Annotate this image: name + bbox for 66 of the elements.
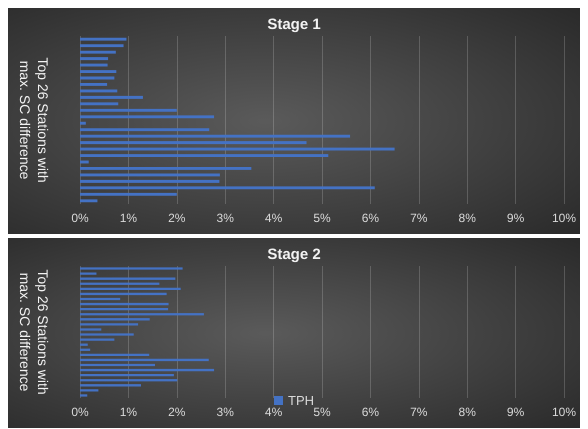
bar	[80, 272, 96, 275]
bar	[80, 278, 176, 280]
bar	[80, 141, 307, 144]
bar	[80, 354, 150, 356]
bar	[80, 318, 150, 320]
bar	[80, 323, 138, 326]
x-tick-label: 6%	[362, 405, 380, 419]
x-tick-label: 7%	[410, 211, 428, 225]
y-axis-title: Top 26 Stations with max. SC difference	[17, 269, 51, 395]
bar	[80, 50, 116, 54]
bar	[80, 96, 143, 99]
bar	[80, 89, 118, 92]
bar	[80, 308, 168, 310]
x-tick-label: 2%	[168, 405, 186, 419]
bar	[80, 384, 141, 386]
bar	[80, 180, 220, 183]
bar	[80, 374, 174, 376]
bar	[80, 173, 220, 176]
x-tick-label: 2%	[168, 211, 186, 225]
x-tick-label: 4%	[264, 211, 283, 225]
bar	[80, 64, 108, 67]
bar	[80, 102, 118, 106]
x-tick-label: 10%	[552, 211, 576, 225]
chart-title: Stage 1	[267, 16, 321, 33]
bar	[80, 167, 252, 170]
bar	[80, 394, 88, 397]
bar	[80, 108, 177, 112]
bar	[80, 313, 204, 316]
x-tick-label: 4%	[264, 405, 283, 419]
x-tick-label: 3%	[216, 211, 234, 225]
bar	[80, 83, 108, 86]
bar	[80, 57, 108, 60]
x-tick-label: 1%	[120, 405, 138, 419]
x-tick-label: 0%	[71, 405, 89, 419]
x-tick-label: 8%	[458, 405, 476, 419]
bar	[80, 44, 124, 48]
x-tick-label: 5%	[313, 211, 331, 225]
bar	[80, 70, 116, 73]
x-tick-label: 1%	[120, 211, 138, 225]
bar	[80, 288, 181, 290]
x-tick-label: 0%	[71, 211, 89, 225]
x-tick-label: 9%	[506, 405, 525, 419]
bar	[80, 154, 328, 157]
bar	[80, 76, 114, 80]
bar	[80, 389, 98, 392]
bar	[80, 186, 375, 190]
x-tick-label: 7%	[410, 405, 428, 419]
bar	[80, 338, 114, 341]
legend-label: TPH	[288, 393, 314, 408]
y-axis-title: Top 26 Stations with max. SC difference	[17, 57, 51, 183]
bar	[80, 160, 89, 164]
x-tick-label: 10%	[552, 405, 576, 419]
bar	[80, 134, 350, 138]
bar	[80, 282, 160, 285]
bar	[80, 379, 178, 382]
x-tick-label: 3%	[216, 405, 234, 419]
x-tick-label: 6%	[362, 211, 380, 225]
bar	[80, 192, 177, 196]
bar	[80, 344, 88, 346]
x-tick-label: 8%	[458, 211, 476, 225]
x-tick-label: 9%	[506, 211, 525, 225]
bar	[80, 128, 210, 132]
x-tick-label: 5%	[313, 405, 331, 419]
bar	[80, 348, 90, 351]
chart-title: Stage 2	[267, 246, 321, 263]
bar	[80, 148, 395, 151]
